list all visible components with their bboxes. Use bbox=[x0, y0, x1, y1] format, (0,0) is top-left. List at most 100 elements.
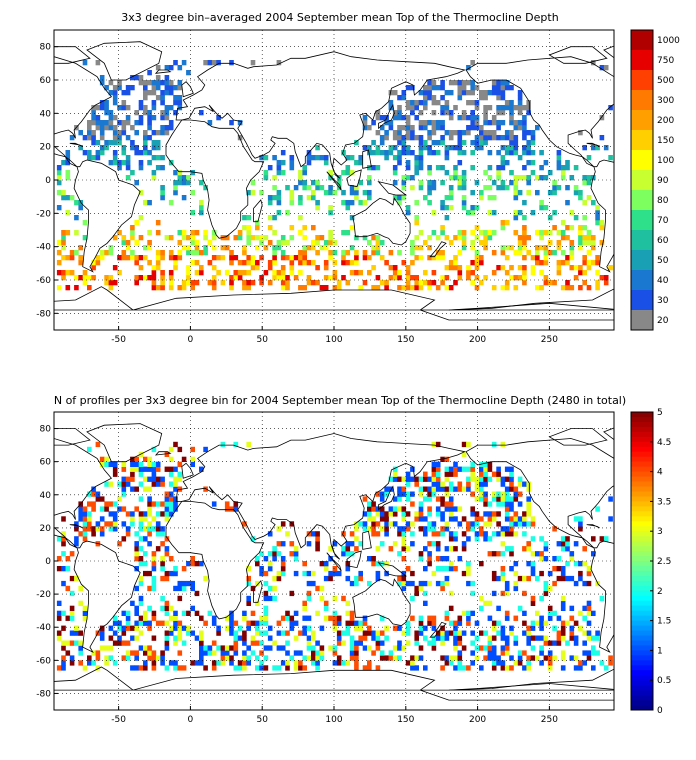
bin-cell bbox=[457, 95, 463, 101]
bin-cell bbox=[242, 655, 247, 661]
bin-cell bbox=[487, 645, 493, 651]
bin-cell bbox=[203, 645, 208, 651]
bin-cell bbox=[517, 120, 523, 126]
bin-cell bbox=[530, 536, 536, 542]
bin-cell bbox=[216, 60, 221, 66]
bin-cell bbox=[496, 125, 501, 131]
bin-cell bbox=[418, 125, 424, 131]
bin-cell bbox=[375, 130, 381, 136]
bin-cell bbox=[591, 260, 596, 266]
bin-cell bbox=[414, 476, 419, 482]
colorbar-label: 500 bbox=[657, 76, 674, 86]
bin-cell bbox=[474, 635, 480, 641]
bin-cell bbox=[470, 580, 475, 587]
bin-cell bbox=[517, 265, 523, 271]
bin-cell bbox=[401, 536, 407, 542]
bin-cell bbox=[349, 531, 355, 537]
bin-cell bbox=[487, 195, 493, 201]
bin-cell bbox=[108, 625, 114, 631]
bin-cell bbox=[530, 655, 536, 661]
bin-cell bbox=[418, 645, 424, 651]
bin-cell bbox=[405, 120, 411, 126]
bin-cell bbox=[155, 501, 161, 507]
bin-cell bbox=[410, 125, 415, 131]
bin-cell bbox=[302, 655, 307, 661]
bin-cell bbox=[504, 546, 510, 552]
bin-cell bbox=[211, 235, 217, 241]
bin-cell bbox=[112, 630, 118, 636]
bin-cell bbox=[211, 615, 217, 621]
bin-cell bbox=[203, 486, 208, 492]
bin-cell bbox=[267, 225, 273, 231]
bin-cell bbox=[315, 536, 320, 542]
bin-cell bbox=[431, 280, 437, 286]
bin-cell bbox=[164, 610, 170, 616]
bin-cell bbox=[134, 461, 139, 467]
bin-cell bbox=[298, 270, 303, 276]
bin-cell bbox=[207, 240, 213, 246]
bin-cell bbox=[504, 220, 510, 226]
bin-cell bbox=[354, 645, 359, 651]
bin-cell bbox=[522, 225, 527, 231]
bin-cell bbox=[259, 615, 264, 621]
bin-cell bbox=[112, 130, 118, 136]
bin-cell bbox=[448, 655, 454, 661]
bin-cell bbox=[522, 245, 527, 251]
bin-cell bbox=[229, 260, 234, 266]
colorbar-swatch bbox=[631, 546, 653, 552]
bin-cell bbox=[125, 625, 131, 631]
bin-cell bbox=[578, 575, 583, 582]
bin-cell bbox=[99, 125, 105, 131]
bin-cell bbox=[311, 645, 316, 651]
bin-cell bbox=[61, 551, 66, 557]
bin-cell bbox=[143, 466, 148, 472]
bin-cell bbox=[410, 105, 415, 111]
bin-cell bbox=[160, 275, 165, 281]
colorbar-swatch bbox=[631, 496, 653, 502]
bin-cell bbox=[246, 255, 251, 261]
bin-cell bbox=[177, 630, 183, 636]
bin-cell bbox=[569, 225, 575, 231]
bin-cell bbox=[345, 165, 351, 171]
bin-cell bbox=[130, 230, 135, 236]
bin-cell bbox=[138, 265, 144, 271]
bin-cell bbox=[547, 240, 553, 246]
bin-cell bbox=[112, 516, 118, 522]
bin-cell bbox=[453, 566, 458, 572]
bin-cell bbox=[461, 90, 467, 96]
bin-cell bbox=[87, 150, 92, 156]
bin-cell bbox=[379, 650, 385, 656]
bin-cell bbox=[147, 115, 152, 121]
bin-cell bbox=[522, 546, 527, 552]
bin-cell bbox=[405, 521, 411, 527]
bin-cell bbox=[427, 170, 432, 176]
bin-cell bbox=[444, 501, 450, 507]
bin-cell bbox=[535, 245, 540, 251]
bin-cell bbox=[578, 270, 583, 276]
bin-cell bbox=[496, 655, 501, 661]
bin-cell bbox=[302, 260, 307, 266]
bin-cell bbox=[504, 135, 510, 141]
bin-cell bbox=[513, 585, 519, 592]
bin-cell bbox=[125, 620, 131, 626]
bin-cell bbox=[487, 600, 493, 606]
bin-cell bbox=[591, 235, 596, 241]
bin-cell bbox=[134, 110, 139, 116]
bin-cell bbox=[560, 635, 566, 641]
bin-cell bbox=[543, 590, 549, 597]
bin-cell bbox=[530, 140, 536, 146]
bin-cell bbox=[147, 650, 152, 656]
bin-cell bbox=[543, 230, 549, 236]
bin-cell bbox=[410, 240, 415, 246]
bin-cell bbox=[591, 145, 596, 151]
bin-cell bbox=[578, 625, 583, 631]
bin-cell bbox=[530, 595, 536, 602]
bin-cell bbox=[186, 630, 191, 636]
bin-cell bbox=[435, 511, 441, 517]
bin-cell bbox=[491, 210, 497, 216]
bin-cell bbox=[466, 130, 471, 136]
bin-cell bbox=[457, 80, 463, 86]
bin-cell bbox=[246, 655, 251, 661]
bin-cell bbox=[522, 105, 527, 111]
bin-cell bbox=[448, 185, 454, 191]
